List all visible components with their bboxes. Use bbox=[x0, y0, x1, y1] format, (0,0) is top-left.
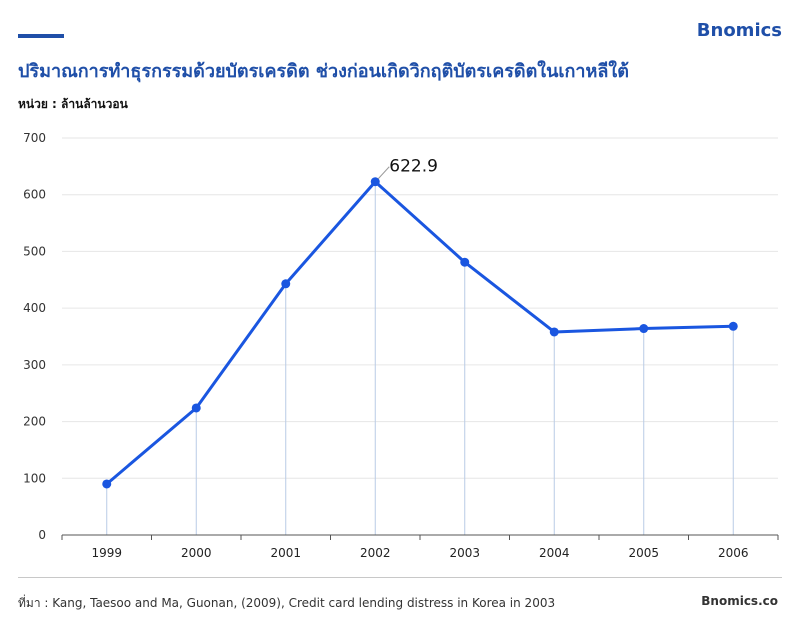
header-accent-bar bbox=[18, 34, 64, 38]
y-tick-label: 0 bbox=[38, 528, 46, 542]
data-point bbox=[102, 479, 112, 489]
data-point bbox=[281, 279, 291, 289]
annotations: 622.9 bbox=[377, 157, 438, 180]
y-tick-label: 600 bbox=[23, 188, 46, 202]
x-axis-ticks: 1999 2000 2001 2002 2003 2004 2005 2006 bbox=[61, 535, 779, 560]
x-tick-label: 2001 bbox=[270, 546, 301, 560]
y-tick-label: 700 bbox=[23, 131, 46, 145]
annotation-leader bbox=[377, 166, 390, 180]
y-tick-label: 200 bbox=[23, 415, 46, 429]
data-point bbox=[728, 321, 738, 331]
data-label: 622.9 bbox=[389, 157, 438, 177]
x-tick-label: 2003 bbox=[449, 546, 480, 560]
data-point bbox=[191, 403, 201, 413]
x-tick-label: 2005 bbox=[628, 546, 659, 560]
grid-lines bbox=[62, 137, 778, 479]
source-note: ที่มา : Kang, Taesoo and Ma, Guonan, (20… bbox=[18, 596, 556, 610]
x-tick-label: 2006 bbox=[718, 546, 749, 560]
data-point bbox=[460, 257, 470, 267]
x-tick-label: 2000 bbox=[181, 546, 212, 560]
y-tick-label: 300 bbox=[23, 358, 46, 372]
series-line bbox=[105, 180, 734, 486]
site-name: Bnomics.co bbox=[701, 594, 778, 608]
data-point bbox=[639, 324, 649, 334]
chart-title: ปริมาณการทำธุรกรรมด้วยบัตรเครดิต ช่วงก่อ… bbox=[18, 61, 629, 82]
brand-logo: Bnomics bbox=[696, 20, 782, 41]
drop-lines bbox=[106, 181, 734, 535]
data-point bbox=[370, 177, 380, 187]
y-tick-label: 500 bbox=[23, 244, 46, 258]
y-tick-label: 100 bbox=[23, 471, 46, 485]
y-axis-ticks: 0 100 200 300 400 500 600 700 bbox=[23, 131, 46, 542]
footer-divider bbox=[18, 577, 782, 578]
data-point bbox=[549, 327, 559, 337]
x-tick-label: 2002 bbox=[360, 546, 391, 560]
x-tick-label: 1999 bbox=[91, 546, 122, 560]
x-tick-label: 2004 bbox=[539, 546, 570, 560]
data-points bbox=[102, 177, 738, 489]
y-tick-label: 400 bbox=[23, 301, 46, 315]
unit-label: หน่วย : ล้านล้านวอน bbox=[18, 97, 128, 111]
